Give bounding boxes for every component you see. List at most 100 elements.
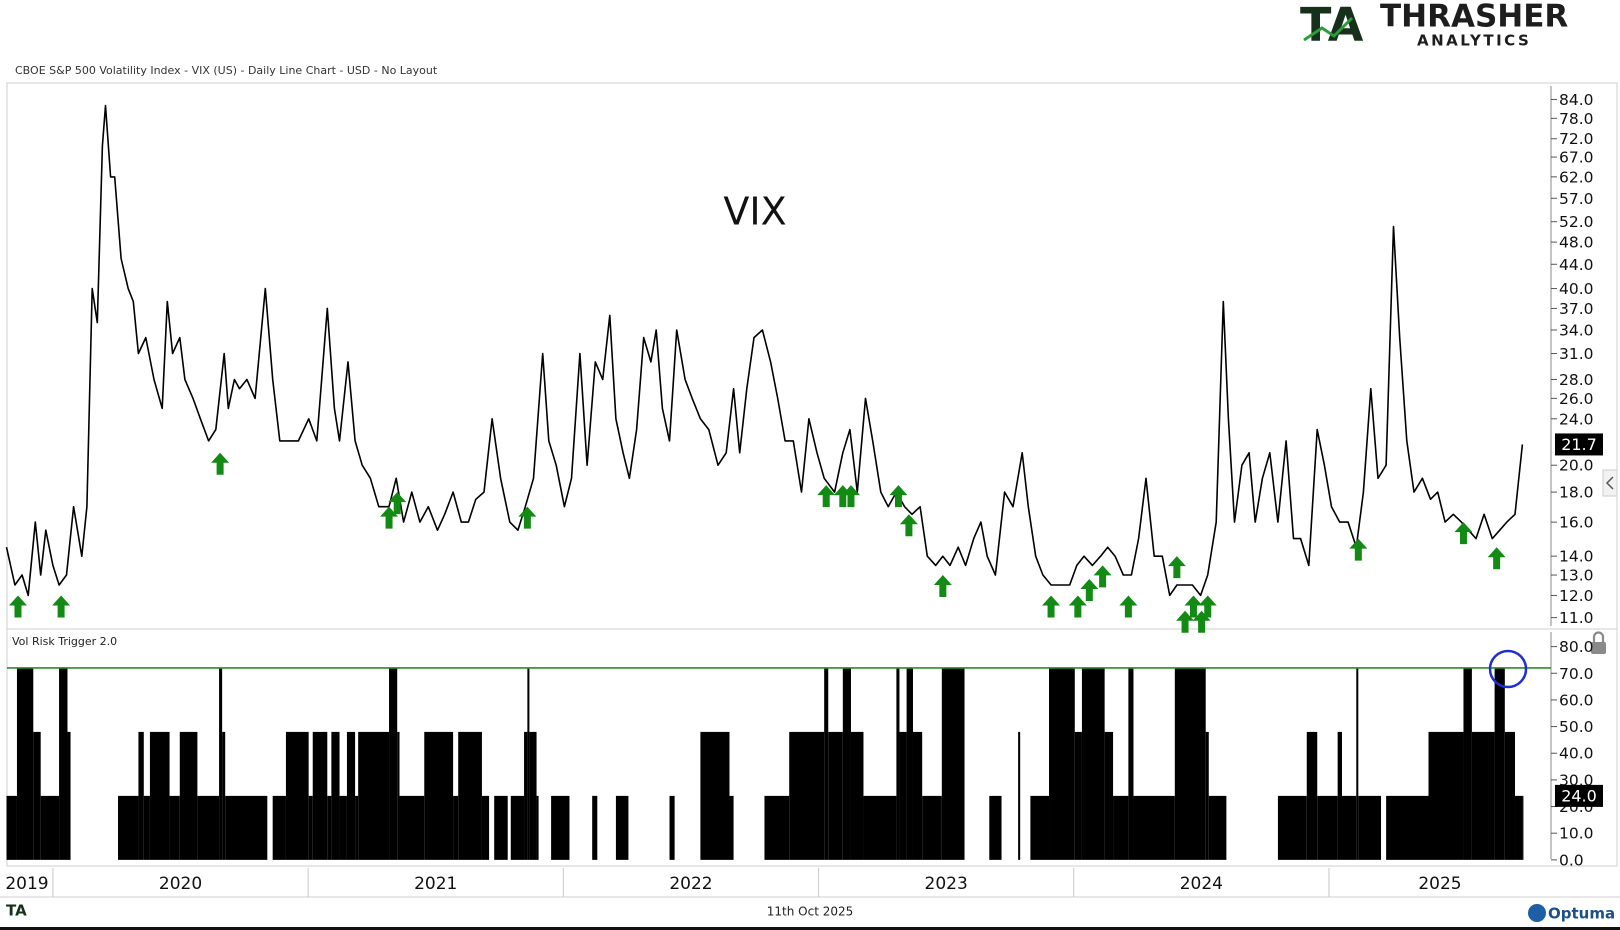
trigger-bar bbox=[1463, 667, 1472, 860]
trigger-bar bbox=[327, 795, 332, 860]
brand-icon bbox=[1528, 904, 1546, 922]
price-line bbox=[5, 104, 1524, 597]
y-tick-label: 70.0 bbox=[1559, 665, 1594, 683]
trigger-bar bbox=[358, 731, 390, 860]
trigger-bar bbox=[764, 795, 790, 860]
trigger-bar bbox=[615, 795, 629, 860]
collapse-icon bbox=[1605, 476, 1614, 490]
trigger-bar bbox=[850, 731, 864, 860]
y-tick-label: 78.0 bbox=[1559, 110, 1594, 128]
trigger-bar bbox=[536, 795, 539, 860]
trigger-bar bbox=[1341, 795, 1357, 860]
signal-arrow bbox=[1198, 595, 1217, 618]
trigger-bar bbox=[669, 795, 675, 860]
signal-arrow bbox=[1454, 522, 1473, 545]
trigger-bar bbox=[729, 795, 734, 860]
y-tick-label: 24.0 bbox=[1559, 410, 1594, 428]
signal-arrow bbox=[211, 452, 230, 475]
y-tick-label: 34.0 bbox=[1559, 321, 1594, 339]
trigger-bar bbox=[700, 731, 730, 860]
trigger-bar bbox=[331, 731, 340, 860]
trigger-bar bbox=[1306, 731, 1318, 860]
footer-date: 11th Oct 2025 bbox=[767, 905, 854, 919]
trigger-bar bbox=[896, 667, 900, 860]
indicator-title: Vol Risk Trigger 2.0 bbox=[12, 635, 117, 648]
trigger-bar bbox=[219, 667, 223, 860]
x-tick-label: 2020 bbox=[159, 874, 202, 894]
y-tick-label: 14.0 bbox=[1559, 548, 1594, 566]
signal-arrow bbox=[1349, 538, 1368, 561]
indicator-panel bbox=[6, 628, 1618, 867]
trigger-bar bbox=[551, 795, 570, 860]
trigger-bar bbox=[272, 795, 286, 860]
signal-arrow bbox=[8, 595, 27, 618]
signal-arrow bbox=[841, 485, 860, 508]
footer-brand: Optuma bbox=[1548, 905, 1615, 923]
trigger-bar bbox=[59, 667, 68, 860]
trigger-bar bbox=[1205, 731, 1209, 860]
last-value-box bbox=[1555, 433, 1603, 456]
signal-arrow bbox=[1093, 565, 1112, 588]
y-tick-label: 13.0 bbox=[1559, 567, 1594, 585]
signal-arrow bbox=[933, 575, 952, 598]
trigger-bar bbox=[285, 731, 309, 860]
y-tick-label: 60.0 bbox=[1559, 691, 1594, 709]
trigger-bar bbox=[510, 795, 525, 860]
y-tick-label: 40.0 bbox=[1559, 280, 1594, 298]
signal-arrow bbox=[1176, 610, 1195, 633]
signal-arrow bbox=[1119, 595, 1138, 618]
trigger-bar bbox=[67, 731, 71, 860]
lock-icon[interactable] bbox=[1591, 642, 1606, 654]
trigger-bar bbox=[527, 667, 530, 860]
trigger-bar bbox=[842, 667, 851, 860]
y-tick-label: 0.0 bbox=[1559, 851, 1584, 869]
trigger-bar bbox=[1358, 795, 1382, 860]
trigger-bar bbox=[824, 667, 829, 860]
trigger-bar bbox=[138, 731, 144, 860]
y-tick-label: 18.0 bbox=[1559, 484, 1594, 502]
trigger-bar bbox=[40, 795, 60, 860]
collapse-tab[interactable] bbox=[1602, 469, 1618, 497]
trigger-bar bbox=[6, 795, 17, 860]
trigger-bar bbox=[149, 731, 170, 860]
trigger-bar bbox=[1174, 667, 1206, 860]
trigger-bar bbox=[346, 731, 356, 860]
y-tick-label: 48.0 bbox=[1559, 234, 1594, 252]
trigger-bar bbox=[222, 731, 226, 860]
trigger-bar bbox=[458, 731, 482, 860]
y-tick-label: 37.0 bbox=[1559, 300, 1594, 318]
trigger-bar bbox=[1074, 731, 1082, 860]
y-tick-label: 67.0 bbox=[1559, 149, 1594, 167]
trigger-bar bbox=[1128, 667, 1134, 860]
chart-title: CBOE S&P 500 Volatility Index - VIX (US)… bbox=[15, 64, 438, 77]
trigger-bar bbox=[1337, 731, 1342, 860]
trigger-bar bbox=[529, 731, 537, 860]
trigger-bar bbox=[339, 795, 347, 860]
x-tick-label: 2022 bbox=[669, 874, 712, 894]
y-tick-label: 28.0 bbox=[1559, 371, 1594, 389]
last-value-label: 21.7 bbox=[1561, 435, 1597, 454]
signal-arrow bbox=[52, 595, 71, 618]
trigger-bar bbox=[1049, 667, 1075, 860]
annotation: VIX bbox=[723, 190, 786, 234]
trigger-bar bbox=[1471, 731, 1495, 860]
signal-arrow bbox=[518, 506, 537, 529]
trigger-bar bbox=[399, 795, 425, 860]
signal-arrow bbox=[1487, 547, 1506, 570]
highlight-circle bbox=[1488, 649, 1528, 689]
trigger-bar bbox=[1133, 795, 1175, 860]
trigger-bar bbox=[1386, 795, 1429, 860]
trigger-bar bbox=[922, 795, 942, 860]
trigger-bar bbox=[1522, 795, 1524, 860]
trigger-bar bbox=[1504, 731, 1516, 860]
x-tick-label: 2023 bbox=[925, 874, 968, 894]
signal-arrow bbox=[899, 514, 918, 537]
trigger-bar bbox=[494, 795, 508, 860]
footer-logo: TA bbox=[6, 902, 27, 920]
trigger-bar bbox=[828, 731, 843, 860]
y-tick-label: 80.0 bbox=[1559, 638, 1594, 656]
trigger-bar bbox=[143, 795, 150, 860]
trigger-bar bbox=[863, 795, 897, 860]
signal-arrow bbox=[889, 485, 908, 508]
